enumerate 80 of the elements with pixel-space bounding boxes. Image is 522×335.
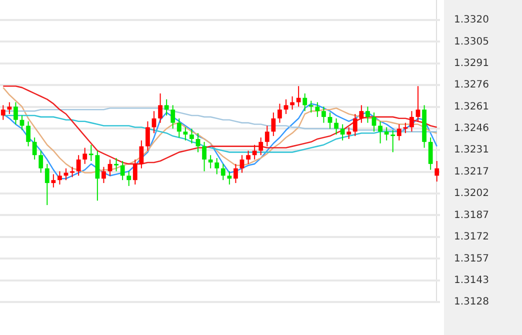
candlestick — [372, 112, 376, 132]
candlestick — [410, 110, 414, 132]
candlestick — [7, 102, 12, 114]
candlestick — [146, 120, 150, 152]
candlestick — [51, 174, 56, 188]
candlestick — [82, 147, 88, 164]
candlestick — [139, 140, 144, 169]
candlestick — [183, 126, 188, 141]
candlestick — [227, 170, 232, 185]
candlestick — [416, 86, 420, 122]
candlestick — [196, 132, 200, 153]
candlestick — [214, 158, 220, 175]
candlestick — [403, 122, 408, 134]
candlestick — [271, 112, 276, 137]
candlestick — [258, 137, 264, 156]
candlestick — [240, 154, 244, 174]
candlestick — [246, 150, 250, 164]
candlestick — [202, 141, 206, 172]
candlestick — [190, 128, 194, 144]
candlestick — [296, 86, 301, 108]
y-tick-label: 1.3320 — [454, 14, 489, 26]
candlestick — [352, 114, 358, 137]
candlestick — [208, 154, 213, 169]
y-tick-label: 1.3217 — [454, 166, 489, 178]
candlestick — [132, 159, 138, 185]
candlestick — [220, 163, 226, 181]
candlestick — [284, 98, 288, 114]
y-tick-label: 1.3172 — [454, 232, 489, 243]
candlestick — [44, 163, 50, 206]
candlestick — [428, 137, 433, 170]
candlestick — [158, 92, 162, 124]
candlestick — [252, 144, 257, 160]
candlestick — [95, 150, 100, 202]
y-tick-label: 1.3231 — [454, 144, 489, 156]
candlestick — [0, 104, 6, 120]
candlestick — [38, 150, 44, 174]
candlestick — [20, 114, 24, 131]
candlestick — [434, 160, 440, 182]
candlestick — [308, 100, 314, 114]
candlestick — [366, 106, 370, 124]
candlestick — [120, 160, 125, 181]
candlestick — [108, 159, 112, 176]
y-tick-label: 1.3202 — [454, 188, 489, 200]
candlestick — [70, 166, 74, 178]
y-tick-label: 1.3261 — [454, 101, 489, 112]
candlestick — [278, 103, 282, 124]
candlestick — [328, 112, 332, 130]
candlestick — [396, 124, 402, 141]
y-tick-label: 1.3305 — [454, 36, 489, 48]
candlestick — [315, 102, 320, 118]
candlestick — [170, 104, 176, 130]
candlestick — [384, 126, 389, 141]
candlestick — [390, 130, 396, 153]
candlestick — [264, 125, 270, 147]
candlestick — [346, 126, 352, 140]
candlestick — [176, 118, 182, 138]
candlestick — [58, 170, 62, 185]
candlestick — [340, 124, 345, 141]
y-tick-label: 1.3276 — [454, 80, 489, 91]
y-tick-label: 1.3157 — [454, 253, 489, 264]
candlestick — [359, 104, 364, 124]
candlestick — [126, 170, 132, 186]
candlestick — [14, 102, 18, 125]
candlestick — [114, 158, 118, 172]
y-tick-label: 1.3246 — [454, 122, 489, 134]
candlestick — [334, 118, 338, 136]
candlestick — [164, 98, 169, 116]
y-tick-label: 1.3291 — [454, 58, 489, 69]
candlestick — [32, 137, 37, 160]
y-tick-label: 1.3143 — [454, 274, 489, 286]
candlestick — [102, 166, 106, 184]
candlestick — [26, 120, 30, 147]
candlestick — [302, 92, 308, 112]
y-tick-label: 1.3187 — [454, 210, 489, 221]
candlestick — [234, 163, 238, 184]
candlestick — [76, 154, 81, 176]
candlestick — [322, 106, 326, 124]
candlestick — [88, 144, 94, 162]
candlestick — [378, 120, 382, 144]
y-tick-label: 1.3128 — [454, 296, 489, 308]
